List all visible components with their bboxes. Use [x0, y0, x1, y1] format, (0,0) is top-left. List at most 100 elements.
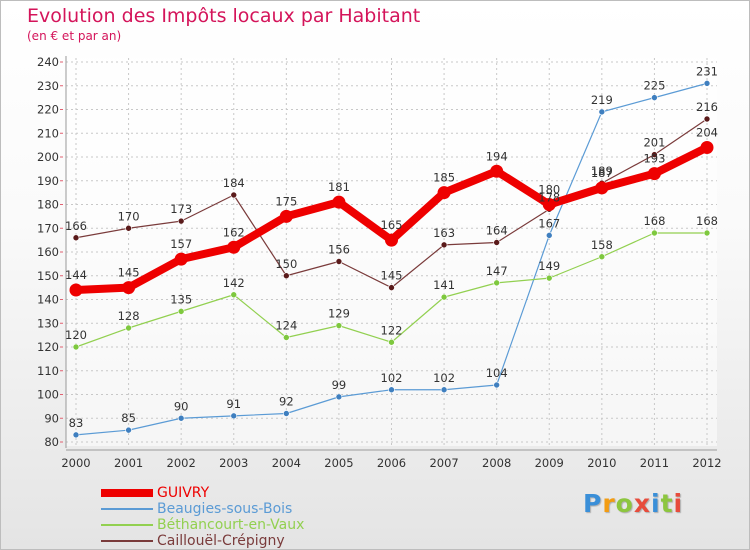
point-beaugies-sous-bois-2001	[125, 426, 132, 434]
point-bethancourt-en-vaux-2006	[388, 338, 395, 346]
x-tick-label-2006: 2006	[377, 456, 406, 470]
proxiti-logo: Proxiti	[583, 489, 683, 518]
y-tick-label-230: 230	[37, 79, 59, 93]
point-beaugies-sous-bois-2002	[177, 414, 185, 422]
data-label-guivry-2000: 144	[65, 268, 87, 282]
data-label-bethancourt-en-vaux-2005: 129	[328, 307, 350, 321]
data-label-beaugies-sous-bois-2003: 91	[226, 397, 241, 411]
point-beaugies-sous-bois-2003	[230, 412, 238, 420]
data-label-beaugies-sous-bois-2007: 102	[433, 371, 455, 385]
point-guivry-2005	[332, 195, 346, 209]
data-label-bethancourt-en-vaux-2002: 135	[170, 292, 192, 306]
legend-label-bethancourt: Béthancourt-en-Vaux	[157, 517, 305, 533]
point-beaugies-sous-bois-2012	[703, 80, 711, 87]
data-label-beaugies-sous-bois-2000: 83	[69, 416, 84, 430]
point-guivry-2007	[437, 186, 451, 200]
data-label-beaugies-sous-bois-2009: 167	[538, 216, 560, 230]
point-bethancourt-en-vaux-2002	[177, 308, 185, 315]
data-label-caillouel-crepigny-2012: 216	[696, 100, 718, 114]
data-label-bethancourt-en-vaux-2008: 147	[486, 264, 508, 278]
logo-letter: x	[633, 489, 651, 518]
legend-swatch-guivry	[101, 489, 153, 497]
data-label-beaugies-sous-bois-2010: 219	[591, 93, 613, 107]
y-tick-label-210: 210	[37, 126, 59, 140]
x-tick-label-2003: 2003	[219, 456, 248, 470]
data-label-bethancourt-en-vaux-2003: 142	[223, 276, 245, 290]
data-label-caillouel-crepigny-2010: 189	[591, 164, 613, 178]
series-layer	[69, 80, 714, 439]
point-guivry-2009	[542, 198, 556, 211]
point-guivry-2010	[595, 181, 609, 195]
data-label-beaugies-sous-bois-2011: 225	[643, 79, 665, 93]
x-tick-label-2002: 2002	[167, 456, 196, 470]
logo-letter: P	[583, 489, 603, 518]
data-label-layer: 83 85 90 91 92 99 102 102 104 167 219 225 231 120 128 1…	[65, 64, 718, 430]
point-bethancourt-en-vaux-2003	[230, 291, 238, 299]
point-bethancourt-en-vaux-2000	[72, 343, 80, 351]
point-bethancourt-en-vaux-2008	[493, 279, 500, 287]
data-label-caillouel-crepigny-2000: 166	[65, 219, 87, 233]
data-label-guivry-2003: 162	[223, 225, 245, 239]
y-tick-label-120: 120	[37, 340, 59, 354]
point-caillouel-crepigny-2008	[493, 239, 500, 246]
y-tick-label-140: 140	[37, 293, 59, 307]
data-label-caillouel-crepigny-2001: 170	[118, 209, 140, 223]
point-guivry-2001	[122, 281, 136, 295]
point-caillouel-crepigny-2007	[440, 241, 448, 249]
data-label-guivry-2006: 165	[381, 218, 403, 232]
point-caillouel-crepigny-2012	[703, 115, 711, 123]
data-label-beaugies-sous-bois-2001: 85	[121, 411, 136, 425]
axis-layer: 8090100110120130140150160170180190200210…	[37, 55, 722, 470]
point-guivry-2000	[69, 283, 83, 297]
legend-label-guivry: GUIVRY	[157, 485, 210, 501]
point-guivry-2008	[490, 164, 504, 178]
x-tick-label-2011: 2011	[640, 456, 669, 470]
data-label-caillouel-crepigny-2009: 178	[538, 190, 560, 204]
logo-letter: r	[602, 489, 616, 518]
grid-layer	[66, 58, 717, 446]
data-label-caillouel-crepigny-2003: 184	[223, 176, 245, 190]
data-label-caillouel-crepigny-2008: 164	[486, 224, 508, 238]
point-caillouel-crepigny-2004	[283, 272, 290, 280]
point-caillouel-crepigny-2002	[177, 217, 185, 225]
data-label-beaugies-sous-bois-2004: 92	[279, 395, 294, 409]
logo-letter: o	[615, 489, 634, 518]
data-label-bethancourt-en-vaux-2000: 120	[65, 328, 87, 342]
y-tick-label-160: 160	[37, 245, 59, 259]
logo-letter: i	[651, 489, 661, 518]
point-bethancourt-en-vaux-2007	[440, 293, 448, 301]
data-label-bethancourt-en-vaux-2007: 141	[433, 278, 455, 292]
legend-swatch-caillouel	[101, 540, 153, 542]
point-bethancourt-en-vaux-2001	[125, 324, 132, 332]
x-tick-label-2012: 2012	[692, 456, 721, 470]
x-tick-label-2008: 2008	[482, 456, 511, 470]
legend-label-beaugies: Beaugies-sous-Bois	[157, 501, 293, 517]
data-label-caillouel-crepigny-2002: 173	[170, 202, 192, 216]
data-label-beaugies-sous-bois-2002: 90	[174, 399, 189, 413]
point-bethancourt-en-vaux-2011	[651, 229, 658, 237]
y-tick-label-90: 90	[44, 411, 59, 425]
y-tick-label-190: 190	[37, 174, 59, 188]
point-beaugies-sous-bois-2009	[545, 232, 553, 239]
point-bethancourt-en-vaux-2009	[545, 274, 553, 282]
logo-letter: t	[660, 489, 674, 518]
x-tick-label-2004: 2004	[272, 456, 301, 470]
point-beaugies-sous-bois-2005	[335, 393, 343, 401]
point-beaugies-sous-bois-2006	[388, 386, 395, 394]
data-label-bethancourt-en-vaux-2009: 149	[538, 259, 560, 273]
y-tick-label-220: 220	[37, 103, 59, 117]
x-tick-label-2000: 2000	[61, 456, 90, 470]
y-tick-label-80: 80	[44, 435, 59, 449]
y-tick-label-170: 170	[37, 221, 59, 235]
point-guivry-2012	[700, 141, 714, 154]
point-bethancourt-en-vaux-2004	[283, 334, 290, 341]
legend-label-caillouel: Caillouël-Crépigny	[157, 533, 285, 549]
point-bethancourt-en-vaux-2012	[703, 229, 711, 237]
y-tick-label-130: 130	[37, 316, 59, 330]
data-label-guivry-2007: 185	[433, 171, 455, 185]
point-caillouel-crepigny-2006	[388, 284, 395, 291]
point-guivry-2006	[385, 233, 398, 247]
point-beaugies-sous-bois-2007	[440, 386, 448, 394]
data-label-caillouel-crepigny-2006: 145	[381, 269, 403, 283]
